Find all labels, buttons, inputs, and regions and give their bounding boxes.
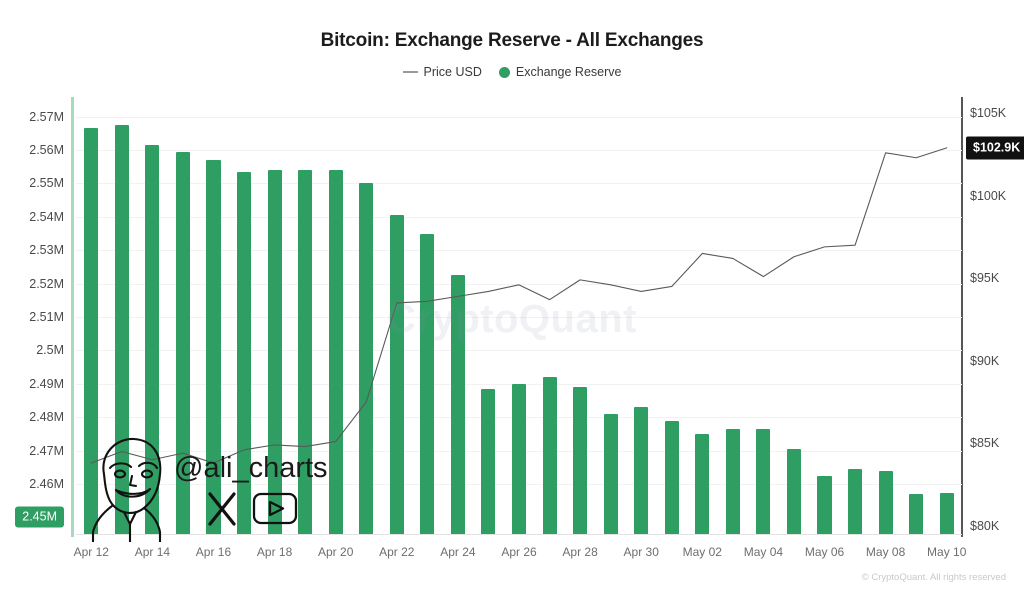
left-axis-tick-label: 2.49M <box>29 376 64 391</box>
left-axis-current-value-badge: 2.45M <box>15 506 64 528</box>
right-axis-tick-label: $85K <box>970 436 1000 451</box>
bar[interactable] <box>114 125 129 534</box>
bar[interactable] <box>298 170 313 534</box>
bar[interactable] <box>848 468 863 534</box>
bar[interactable] <box>328 170 343 534</box>
bar[interactable] <box>634 407 649 534</box>
x-axis-tick-label: Apr 20 <box>318 545 354 559</box>
legend-item-price-usd[interactable]: Price USD <box>402 65 482 79</box>
x-axis-tick-label: Apr 16 <box>195 545 232 559</box>
bar[interactable] <box>206 160 221 534</box>
right-axis-tick-label: $90K <box>970 353 1000 368</box>
bar[interactable] <box>237 171 252 534</box>
x-axis-tick-label: May 04 <box>743 545 784 559</box>
x-axis-tick-label: Apr 18 <box>256 545 293 559</box>
bar[interactable] <box>817 475 832 534</box>
left-axis-tick-label: 2.55M <box>29 176 64 191</box>
dot-marker-icon <box>498 66 510 78</box>
chart-title: Bitcoin: Exchange Reserve - All Exchange… <box>320 30 704 51</box>
right-axis-tick-label: $80K <box>970 518 1000 533</box>
left-axis-tick-label: 2.52M <box>29 276 64 291</box>
legend-label-exchange-reserve: Exchange Reserve <box>515 65 622 79</box>
plot-area <box>76 100 962 534</box>
bar[interactable] <box>878 470 893 534</box>
left-axis-tick-label: 2.5M <box>36 343 64 358</box>
left-axis-tick-label: 2.46M <box>29 476 64 491</box>
line-series-price-usd <box>90 147 948 464</box>
left-axis-tick-label: 2.47M <box>29 443 64 458</box>
bottom-axis-line <box>76 534 962 535</box>
x-axis-tick-label: Apr 14 <box>134 545 171 559</box>
bar[interactable] <box>664 420 679 534</box>
right-axis-tick-label: $95K <box>970 271 1000 286</box>
bar[interactable] <box>725 428 740 534</box>
right-axis-line <box>961 97 963 537</box>
bar[interactable] <box>756 428 771 534</box>
x-axis-tick-label: May 06 <box>804 545 845 559</box>
line-marker-icon <box>402 71 418 73</box>
x-axis-tick-label: Apr 28 <box>562 545 598 559</box>
left-axis-tick-label: 2.53M <box>29 243 64 258</box>
bar[interactable] <box>511 383 527 534</box>
legend-label-price-usd: Price USD <box>423 65 482 79</box>
x-axis-tick-label: Apr 24 <box>440 545 476 559</box>
bar[interactable] <box>603 413 618 534</box>
left-axis-line <box>71 97 74 537</box>
bar[interactable] <box>389 215 404 534</box>
right-y-axis: $105K $100K $95K $90K $85K $80K $102.9K <box>966 100 1024 534</box>
left-axis-tick-label: 2.54M <box>29 209 64 224</box>
bar[interactable] <box>359 183 374 534</box>
right-axis-tick-label: $105K <box>970 106 1007 121</box>
bar[interactable] <box>909 493 924 534</box>
bar[interactable] <box>695 433 710 534</box>
x-axis: Apr 12 Apr 14 Apr 16 Apr 18 Apr 20 Apr 22 Apr … <box>73 545 967 565</box>
legend-item-exchange-reserve[interactable]: Exchange Reserve <box>498 65 622 79</box>
right-axis-tick-label: $100K <box>970 188 1007 203</box>
bar[interactable] <box>420 233 435 534</box>
left-axis-tick-label: 2.48M <box>29 410 64 425</box>
bar[interactable] <box>573 387 588 534</box>
price-polyline <box>90 147 948 464</box>
x-axis-tick-label: Apr 30 <box>623 545 659 559</box>
bar[interactable] <box>542 377 557 534</box>
x-axis-tick-label: Apr 22 <box>379 545 415 559</box>
x-axis-tick-label: Apr 12 <box>73 545 109 559</box>
right-axis-current-value-badge: $102.9K <box>966 136 1024 160</box>
x-axis-tick-label: Apr 26 <box>501 545 537 559</box>
bar[interactable] <box>450 275 465 534</box>
left-axis-tick-label: 2.57M <box>29 109 64 124</box>
bar[interactable] <box>786 448 801 534</box>
left-axis-tick-label: 2.51M <box>29 310 64 324</box>
bar[interactable] <box>481 388 496 534</box>
bar-series-exchange-reserve <box>76 100 962 534</box>
left-axis-tick-label: 2.56M <box>29 143 64 158</box>
x-axis-tick-label: May 02 <box>682 545 722 559</box>
bar[interactable] <box>939 493 954 534</box>
x-axis-tick-label: May 10 <box>927 545 967 559</box>
bar[interactable] <box>84 128 99 534</box>
bar[interactable] <box>267 170 282 534</box>
copyright-footer: © CryptoQuant. All rights reserved <box>861 572 1006 583</box>
bar[interactable] <box>145 145 160 534</box>
left-y-axis: 2.57M 2.56M 2.55M 2.54M 2.53M 2.52M 2.51M 2.5M 2… <box>0 100 64 534</box>
chart-legend: Price USD Exchange Reserve <box>0 65 1024 79</box>
x-axis-tick-label: May 08 <box>865 545 906 559</box>
bar[interactable] <box>175 151 190 534</box>
